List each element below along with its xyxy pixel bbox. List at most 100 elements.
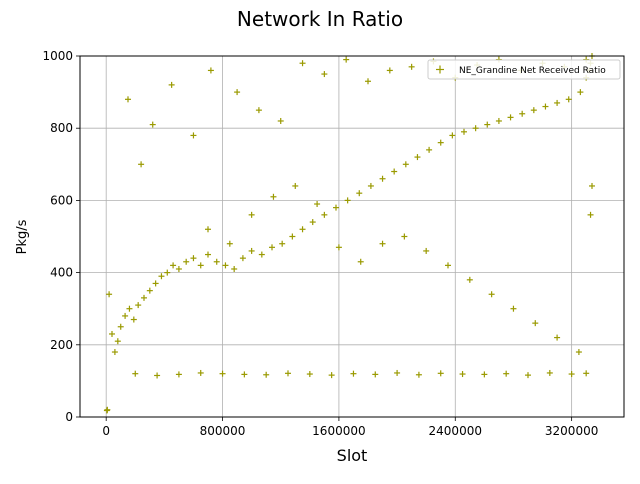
data-point bbox=[309, 219, 316, 226]
legend-box bbox=[427, 59, 621, 80]
data-point bbox=[190, 132, 197, 139]
data-point bbox=[269, 244, 275, 251]
data-point bbox=[408, 63, 415, 70]
data-point bbox=[484, 121, 491, 128]
data-point bbox=[402, 161, 409, 168]
data-point bbox=[542, 103, 549, 110]
data-point bbox=[152, 280, 159, 287]
data-point bbox=[357, 258, 364, 265]
data-point bbox=[299, 60, 306, 67]
data-point bbox=[234, 89, 241, 96]
data-point bbox=[379, 175, 386, 182]
data-point bbox=[437, 370, 444, 377]
data-point bbox=[158, 273, 165, 280]
data-point bbox=[190, 255, 197, 262]
data-point bbox=[248, 247, 255, 254]
data-point bbox=[587, 211, 594, 218]
data-point bbox=[344, 197, 351, 204]
data-point bbox=[175, 371, 182, 378]
data-point bbox=[356, 190, 363, 197]
data-point bbox=[589, 182, 595, 189]
data-point bbox=[109, 330, 115, 337]
chart-title: Network In Ratio bbox=[237, 7, 403, 31]
y-tick-label: 1000 bbox=[42, 49, 73, 63]
data-point bbox=[507, 114, 514, 121]
data-point bbox=[532, 320, 539, 327]
data-point bbox=[386, 67, 393, 74]
y-tick-label: 400 bbox=[50, 266, 73, 280]
data-point bbox=[335, 244, 342, 251]
data-point bbox=[239, 255, 246, 262]
data-point bbox=[321, 71, 328, 78]
data-point bbox=[365, 78, 371, 85]
data-point bbox=[503, 370, 510, 377]
data-point bbox=[154, 372, 161, 379]
data-point bbox=[197, 369, 204, 376]
legend-label: NE_Grandine Net Received Ratio bbox=[459, 66, 606, 76]
x-tick-label: 800000 bbox=[200, 424, 246, 438]
data-point bbox=[104, 406, 111, 413]
data-point bbox=[138, 161, 145, 168]
data-point bbox=[554, 99, 561, 106]
data-point bbox=[213, 258, 220, 265]
data-point bbox=[437, 139, 444, 146]
data-point bbox=[367, 182, 374, 189]
data-point bbox=[445, 262, 451, 269]
x-tick-label: 0 bbox=[102, 424, 110, 438]
data-point bbox=[258, 251, 265, 258]
data-point bbox=[263, 371, 270, 378]
y-tick-label: 800 bbox=[50, 121, 73, 135]
data-point bbox=[459, 371, 466, 378]
y-tick-label: 600 bbox=[50, 193, 73, 207]
data-point bbox=[122, 312, 129, 319]
y-axis-ticks: 0 200 400 600 800 1000 bbox=[42, 49, 80, 424]
data-point bbox=[575, 349, 582, 356]
data-point bbox=[289, 233, 296, 240]
data-point bbox=[292, 182, 299, 189]
data-point bbox=[226, 240, 233, 247]
data-point bbox=[146, 287, 153, 294]
data-point bbox=[415, 371, 422, 378]
data-point bbox=[168, 81, 175, 88]
x-axis-label: Slot bbox=[337, 446, 368, 465]
data-point bbox=[461, 128, 467, 135]
data-point bbox=[546, 369, 553, 376]
data-point bbox=[481, 371, 488, 378]
data-point bbox=[279, 240, 286, 247]
data-point bbox=[231, 265, 238, 272]
data-point bbox=[126, 305, 133, 312]
data-point bbox=[583, 370, 590, 377]
data-point bbox=[111, 349, 118, 356]
data-point bbox=[525, 372, 531, 379]
data-point bbox=[426, 146, 433, 153]
x-tick-label: 3200000 bbox=[545, 424, 598, 438]
data-point bbox=[401, 233, 408, 240]
data-point bbox=[333, 204, 339, 211]
data-point bbox=[205, 251, 211, 258]
data-point bbox=[530, 107, 537, 114]
data-point bbox=[277, 117, 284, 124]
y-axis-label: Pkg/s bbox=[15, 219, 30, 254]
data-point bbox=[321, 211, 328, 218]
data-point bbox=[241, 371, 248, 378]
data-point bbox=[270, 193, 277, 200]
data-point bbox=[350, 370, 357, 377]
data-point bbox=[495, 117, 502, 124]
data-point bbox=[141, 294, 147, 301]
data-point bbox=[130, 316, 137, 323]
data-point bbox=[472, 125, 479, 132]
data-point bbox=[565, 96, 572, 103]
data-point bbox=[205, 226, 211, 233]
x-axis-ticks: 0 800000 1600000 2400000 3200000 bbox=[102, 417, 598, 438]
data-point bbox=[299, 226, 306, 233]
data-point bbox=[343, 56, 350, 63]
data-point bbox=[372, 371, 379, 378]
data-point bbox=[314, 201, 321, 208]
data-point bbox=[114, 338, 121, 345]
data-point bbox=[125, 96, 131, 103]
y-tick-label: 200 bbox=[50, 338, 73, 352]
data-point bbox=[519, 110, 526, 117]
data-point bbox=[510, 305, 517, 312]
